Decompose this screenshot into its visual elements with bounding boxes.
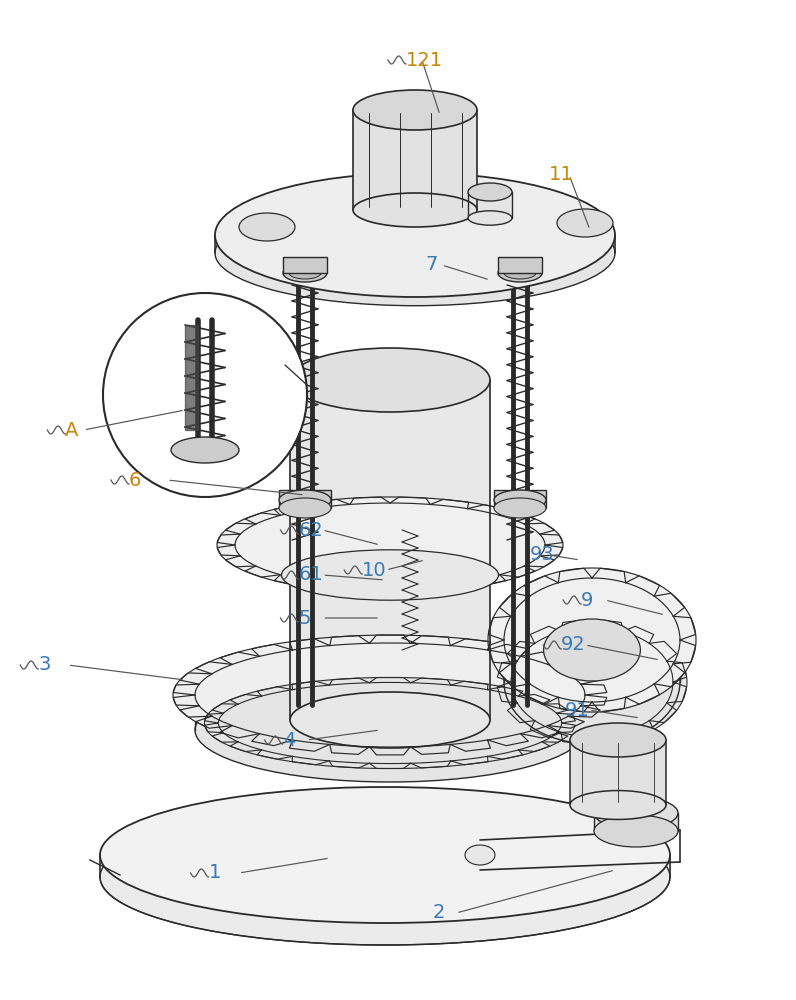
Ellipse shape [290,348,490,412]
Text: 7: 7 [426,255,439,274]
Text: 61: 61 [298,566,323,584]
Ellipse shape [468,183,512,201]
Ellipse shape [353,193,477,227]
Ellipse shape [570,791,666,819]
Text: 1: 1 [209,863,221,882]
Bar [498,257,542,273]
Text: 4: 4 [283,730,295,750]
Text: 93: 93 [529,546,554,564]
Text: 121: 121 [406,50,443,70]
Ellipse shape [557,209,613,237]
Bar [279,490,331,508]
Ellipse shape [100,809,670,945]
Bar [594,813,678,831]
Ellipse shape [282,550,498,600]
Ellipse shape [570,723,666,757]
Ellipse shape [217,497,563,593]
Ellipse shape [239,213,295,241]
Ellipse shape [488,568,696,712]
Text: 91: 91 [565,700,590,720]
Polygon shape [353,110,477,210]
Text: 9: 9 [581,590,594,609]
Polygon shape [185,325,198,430]
Ellipse shape [465,845,495,865]
Ellipse shape [195,678,585,782]
Polygon shape [468,192,512,218]
Ellipse shape [498,264,542,282]
Ellipse shape [290,692,490,748]
Ellipse shape [171,437,239,463]
Ellipse shape [494,490,546,510]
Ellipse shape [215,173,615,297]
Ellipse shape [494,498,546,518]
Ellipse shape [359,159,415,187]
Ellipse shape [279,498,331,518]
Text: 2: 2 [432,904,445,922]
Text: 11: 11 [549,165,574,184]
Polygon shape [195,695,585,730]
Text: 92: 92 [561,636,586,654]
Ellipse shape [468,211,512,225]
Text: 10: 10 [362,560,387,580]
Ellipse shape [504,267,536,279]
Ellipse shape [594,815,678,847]
Bar [283,257,327,273]
Circle shape [103,293,307,497]
Ellipse shape [497,619,687,745]
Polygon shape [290,380,490,720]
Ellipse shape [544,619,641,681]
Ellipse shape [173,635,607,755]
Ellipse shape [594,797,678,829]
Ellipse shape [279,490,331,510]
Ellipse shape [205,677,576,769]
Bar [494,490,546,508]
Text: 3: 3 [38,656,51,674]
Polygon shape [570,740,666,805]
Text: 62: 62 [298,520,323,540]
Ellipse shape [283,264,327,282]
Text: 6: 6 [129,471,142,489]
Ellipse shape [353,90,477,130]
Text: A: A [65,420,79,440]
Ellipse shape [215,200,615,306]
Text: 5: 5 [298,608,311,628]
Ellipse shape [100,787,670,923]
Ellipse shape [504,620,680,744]
Ellipse shape [289,267,321,279]
